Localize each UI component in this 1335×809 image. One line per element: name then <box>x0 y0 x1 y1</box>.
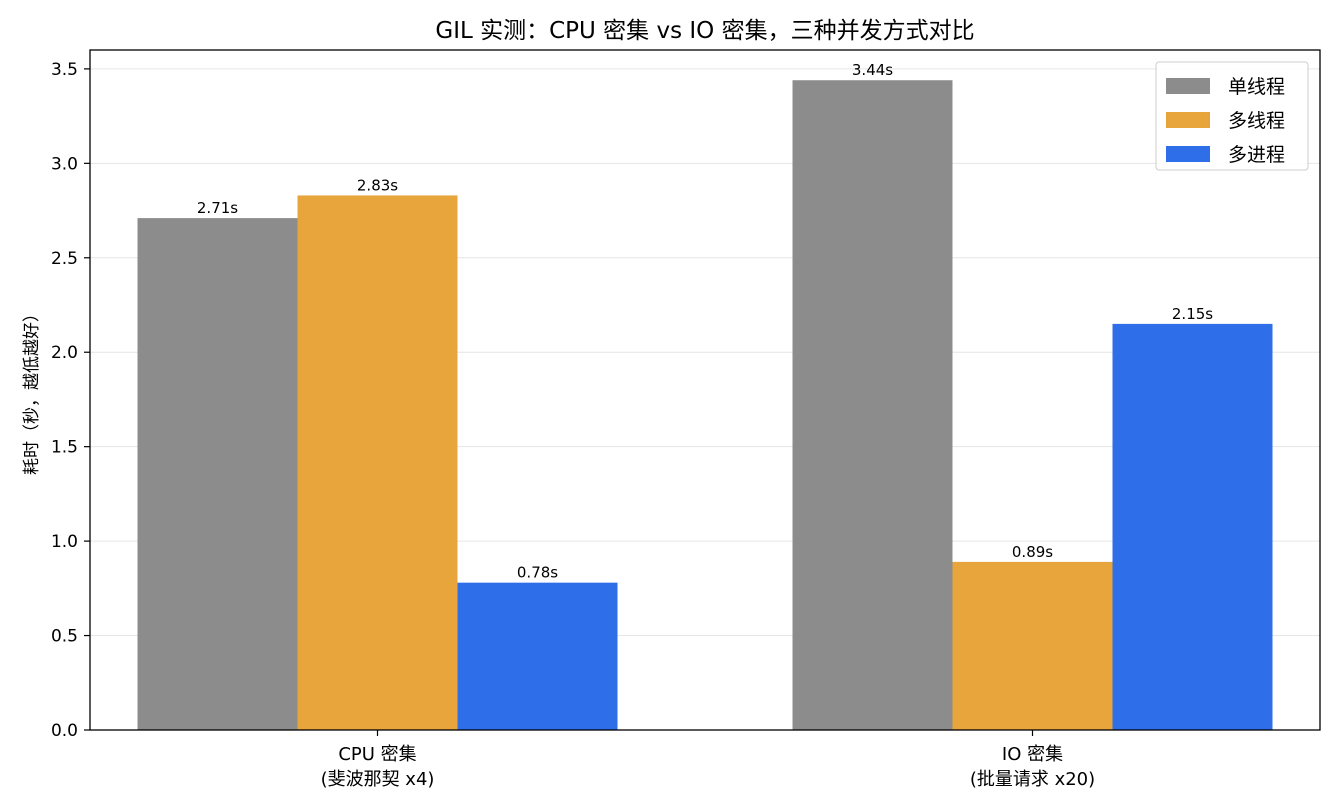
x-tick-label: IO 密集 <box>1002 744 1063 765</box>
legend-swatch <box>1166 78 1210 94</box>
legend-swatch <box>1166 146 1210 162</box>
y-tick-label: 2.0 <box>51 343 78 363</box>
y-tick-label: 3.5 <box>51 60 78 80</box>
bar-value-label: 3.44s <box>852 61 893 79</box>
bar <box>297 195 458 730</box>
bar <box>792 80 953 730</box>
bar-label-layer: 2.71s 3.44s 2.83s 0.89s 0.78s 2.15s <box>197 61 1213 581</box>
y-tick-label: 3.0 <box>51 154 78 174</box>
bar <box>457 582 618 730</box>
y-tick-label: 2.5 <box>51 249 78 269</box>
x-tick-label: (批量请求 x20) <box>970 769 1095 790</box>
bar <box>1112 323 1273 730</box>
bar <box>137 218 298 730</box>
y-tick-label: 0.5 <box>51 627 78 647</box>
bar-value-label: 2.83s <box>357 176 398 194</box>
bar-value-label: 0.78s <box>517 564 558 582</box>
y-tick-label: 1.5 <box>51 438 78 458</box>
y-tick-label: 0.0 <box>51 721 78 741</box>
legend-label: 单线程 <box>1228 76 1285 98</box>
chart-title: GIL 实测：CPU 密集 vs IO 密集，三种并发方式对比 <box>435 18 974 44</box>
bar-value-label: 0.89s <box>1012 543 1053 561</box>
bar-value-label: 2.15s <box>1172 305 1213 323</box>
axis-layer: 0.0 0.5 1.0 1.5 2.0 2.5 3.0 3.5 CPU 密集 (斐波那契 x4) I… <box>51 60 1095 790</box>
legend-label: 多进程 <box>1228 144 1285 166</box>
bar-value-label: 2.71s <box>197 199 238 217</box>
y-axis-label: 耗时（秒，越低越好） <box>22 305 42 475</box>
legend-swatch <box>1166 112 1210 128</box>
x-tick-label: CPU 密集 <box>338 744 416 765</box>
legend-label: 多线程 <box>1228 110 1285 132</box>
y-tick-label: 1.0 <box>51 532 78 552</box>
bar <box>952 561 1113 730</box>
plot-frame <box>89 49 1321 731</box>
bar-layer <box>137 80 1273 730</box>
x-tick-label: (斐波那契 x4) <box>321 769 435 790</box>
